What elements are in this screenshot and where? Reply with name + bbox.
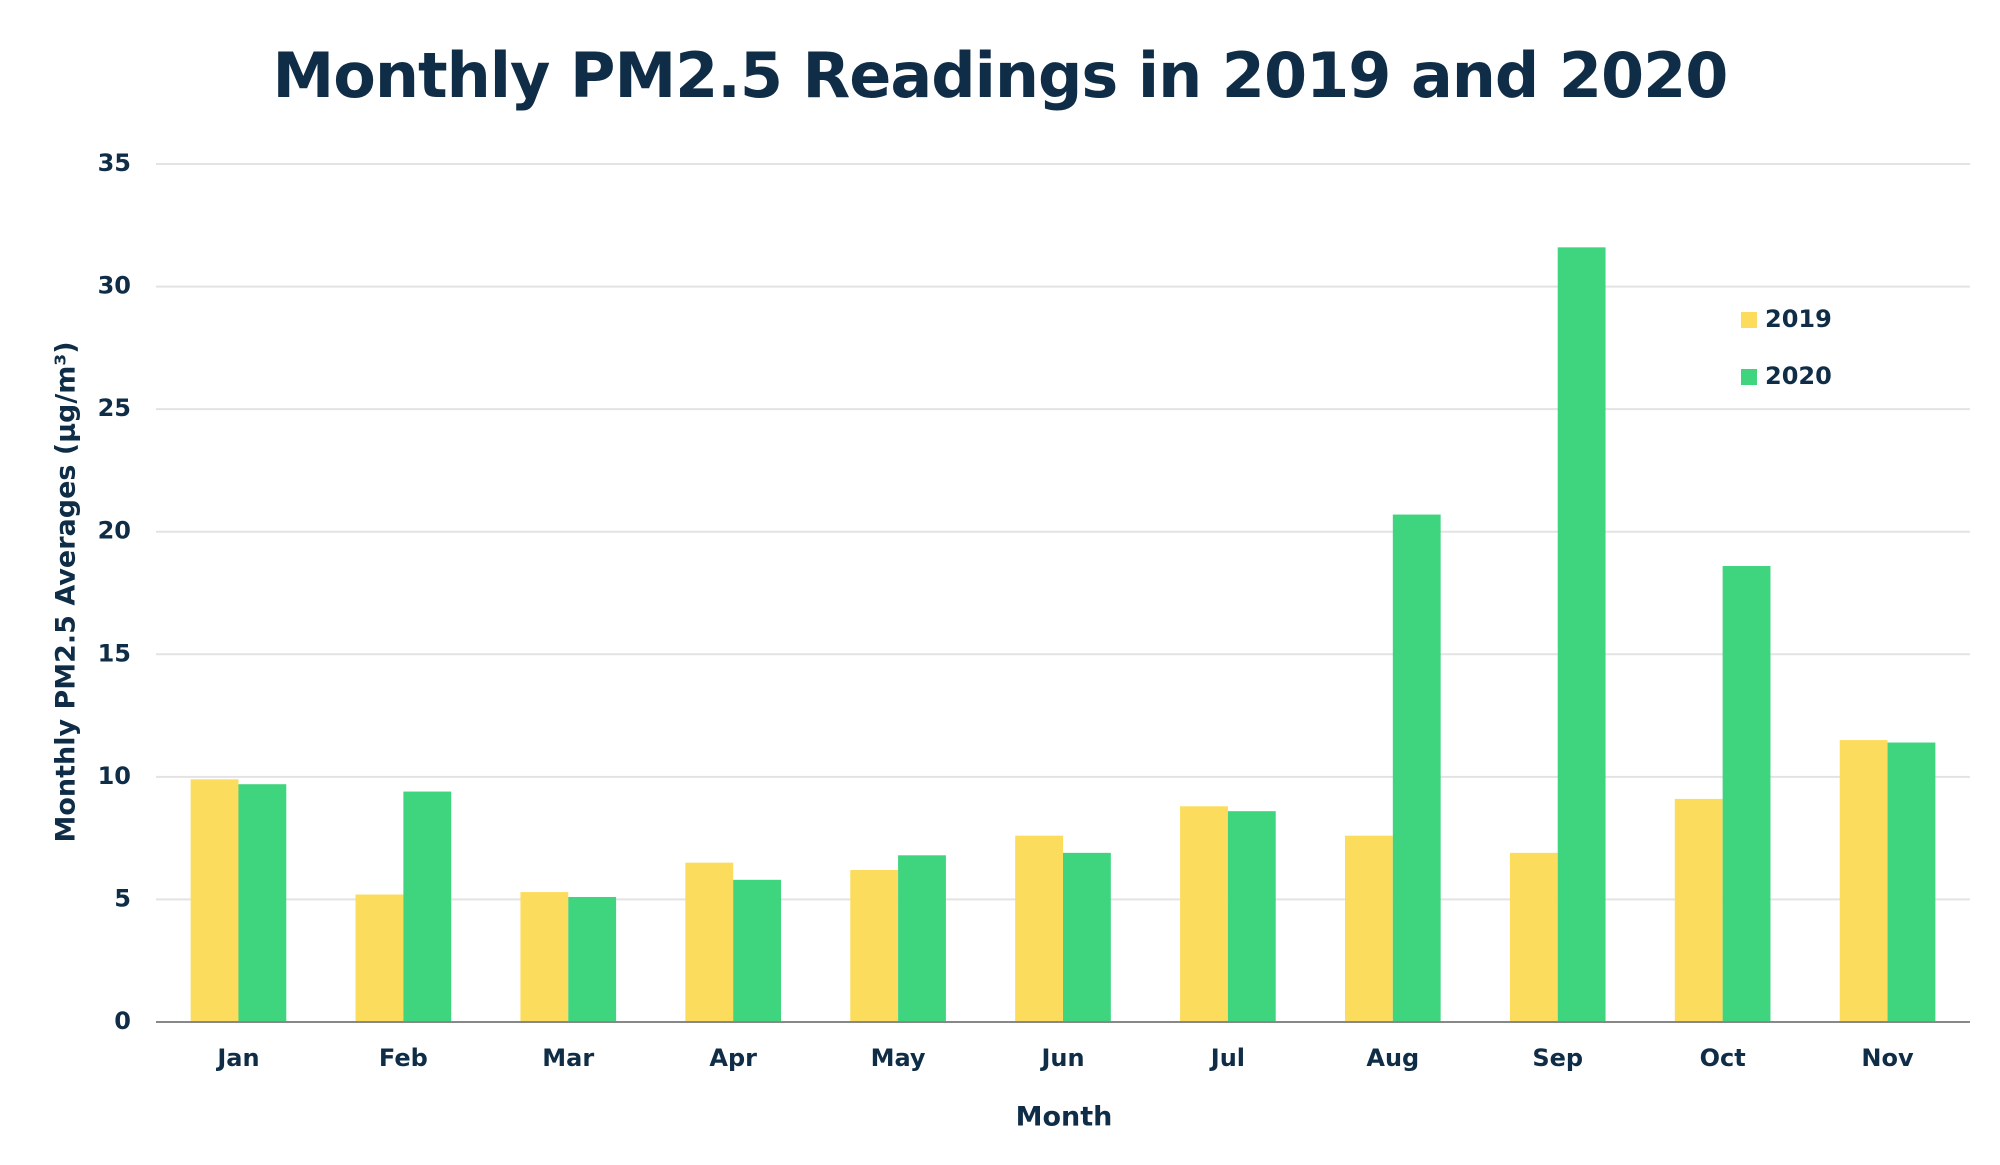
x-axis-title: Month [1016, 1102, 1113, 1133]
x-tick-label: Apr [709, 1044, 757, 1072]
x-tick-label: Jan [215, 1044, 259, 1072]
x-tick-label: Jun [1039, 1044, 1084, 1072]
x-tick-label: Aug [1366, 1044, 1419, 1072]
legend-label: 2019 [1765, 305, 1832, 333]
x-tick-label: May [871, 1044, 926, 1072]
y-tick-label: 0 [114, 1007, 131, 1035]
legend-swatch [1741, 312, 1757, 328]
bar [1839, 740, 1888, 1022]
x-tick-label: Oct [1700, 1044, 1746, 1072]
x-tick-label: Jul [1209, 1044, 1245, 1072]
y-axis-title: Monthly PM2.5 Averages (µg/m³) [51, 341, 82, 842]
bar [1180, 806, 1228, 1022]
bar [1227, 811, 1276, 1022]
y-tick-label: 10 [98, 762, 131, 790]
bar [1887, 742, 1936, 1022]
x-tick-label: Feb [379, 1044, 428, 1072]
y-tick-label: 5 [114, 884, 131, 912]
bar [568, 896, 617, 1022]
bar [733, 879, 782, 1022]
x-tick-label: Nov [1861, 1044, 1914, 1072]
bar [1344, 835, 1393, 1022]
bar [1392, 514, 1441, 1022]
bar [355, 894, 404, 1022]
y-tick-label: 35 [98, 149, 131, 177]
y-tick-label: 25 [98, 394, 131, 422]
bar [190, 779, 239, 1022]
bar [1509, 852, 1558, 1022]
bar [403, 791, 452, 1022]
legend-swatch [1741, 369, 1757, 385]
x-tick-label: Mar [542, 1044, 594, 1072]
bar [1674, 798, 1723, 1022]
y-tick-label: 20 [98, 517, 131, 545]
bar [1722, 566, 1771, 1022]
x-tick-label: Sep [1532, 1044, 1583, 1072]
bar [520, 892, 569, 1022]
y-tick-label: 30 [98, 272, 131, 300]
bar [1063, 852, 1111, 1022]
bar [685, 862, 734, 1022]
bar [1557, 247, 1606, 1022]
bar [898, 855, 946, 1022]
y-tick-label: 15 [98, 639, 131, 667]
bar [1015, 835, 1063, 1022]
bar [238, 784, 287, 1022]
bar [850, 870, 899, 1022]
chart-title: Monthly PM2.5 Readings in 2019 and 2020 [273, 39, 1728, 112]
legend-label: 2020 [1765, 362, 1832, 390]
